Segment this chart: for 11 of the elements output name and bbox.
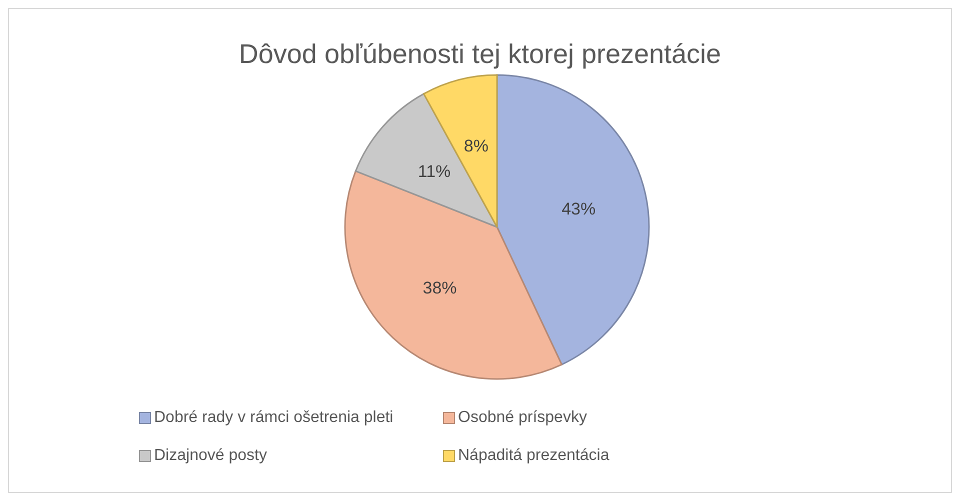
legend-label: Nápaditá prezentácia	[458, 447, 610, 465]
data-label: 43%	[562, 199, 596, 218]
data-label: 38%	[422, 278, 457, 298]
pie-slice	[354, 93, 498, 228]
chart-title: Dôvod obľúbenosti tej ktorej prezentácie	[238, 39, 722, 70]
legend-label: Dizajnové posty	[154, 447, 267, 465]
legend-label: Osobné príspevky	[458, 409, 587, 427]
legend-label: Dobré rady v rámci ošetrenia pleti	[154, 409, 394, 427]
data-label: 11%	[418, 162, 451, 182]
data-label: 8%	[464, 136, 488, 156]
pie-slice	[496, 74, 650, 366]
